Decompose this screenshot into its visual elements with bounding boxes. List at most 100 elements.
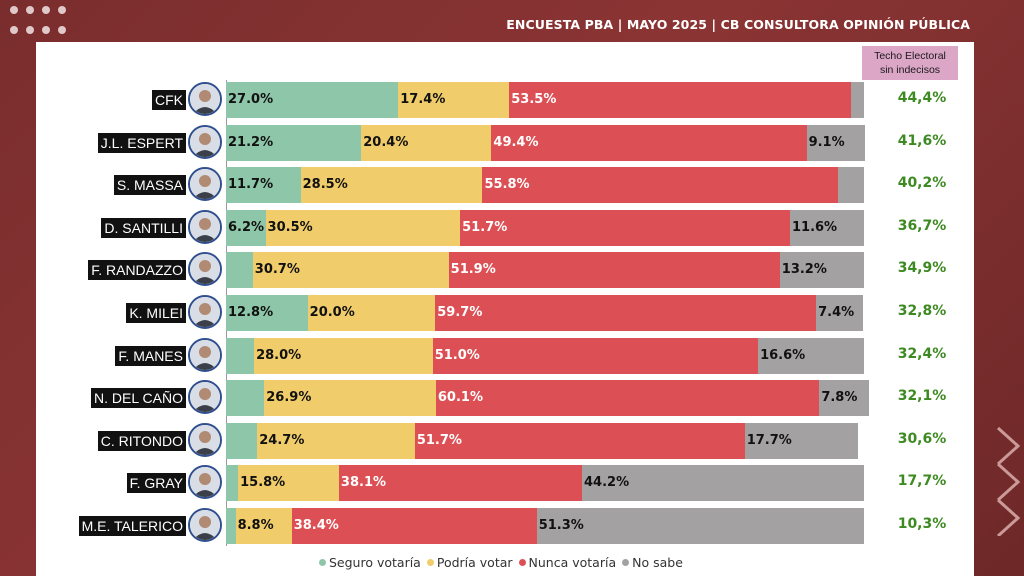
data-label: 55.8%	[484, 177, 530, 193]
legend-item: Seguro votaría	[319, 555, 421, 570]
bar-segment	[491, 124, 807, 161]
chart-row: N. DEL CAÑO 26.9% 60.1% 7.8% 32,1%	[36, 378, 974, 418]
data-label: 27.0%	[228, 92, 274, 107]
stacked-bar: 24.7% 51.7% 17.7%	[226, 422, 864, 459]
legend-dot-icon	[319, 559, 326, 566]
candidate-name-label: F. GRAY	[126, 473, 186, 494]
candidate-name-label: F. MANES	[115, 345, 186, 366]
chart-legend: Seguro votaría Podría votar Nunca votaría N…	[319, 555, 689, 570]
data-label: 59.7%	[437, 305, 483, 320]
data-label: 49.4%	[493, 134, 539, 150]
bar-segment	[226, 295, 308, 331]
stacked-bar: 15.8% 38.1% 44.2%	[226, 465, 864, 502]
candidate-name-label: J.L. ESPERT	[97, 132, 186, 153]
bar-segment	[758, 337, 864, 374]
stacked-bar: 12.8% 20.0% 59.7% 7.4%	[226, 295, 864, 331]
decorative-dots	[10, 6, 80, 40]
chart-row: J.L. ESPERT 21.2% 20.4% 49.4% 9.1% 41,6%	[36, 123, 974, 163]
data-label: 17.4%	[400, 92, 446, 107]
data-label: 15.8%	[240, 475, 286, 491]
legend-label: Seguro votaría	[329, 555, 421, 570]
bar-segment	[838, 167, 864, 204]
candidate-avatar	[188, 465, 222, 500]
data-label: 30.5%	[267, 219, 313, 235]
bar-segment	[819, 380, 870, 417]
candidate-name-label: D. SANTILLI	[101, 217, 186, 238]
bar-segment	[361, 124, 492, 161]
legend-dot-icon	[622, 559, 630, 566]
chart-row: F. GRAY 15.8% 38.1% 44.2% 17,7%	[36, 463, 974, 503]
data-label: 6.2%	[228, 219, 265, 235]
data-label: 12.8%	[228, 305, 274, 320]
bar-segment	[536, 508, 864, 544]
data-label: 51.0%	[434, 347, 480, 363]
bar-segment	[779, 252, 864, 289]
stacked-bar: 27.0% 17.4% 53.5%	[226, 82, 864, 118]
bar-segment	[252, 252, 449, 289]
bar-segment	[226, 422, 258, 459]
data-label: 17.7%	[746, 432, 792, 448]
bar-segment	[226, 82, 399, 118]
candidate-avatar	[188, 124, 222, 159]
data-label: 11.7%	[228, 177, 274, 193]
bar-segment	[338, 465, 582, 502]
bar-segment	[435, 295, 817, 331]
data-label: 8.8%	[237, 518, 274, 533]
candidate-name-label: S. MASSA	[113, 175, 186, 196]
data-label: 20.0%	[309, 305, 355, 320]
candidate-avatar	[188, 252, 222, 287]
bar-segment	[300, 167, 483, 204]
candidate-name-label: M.E. TALERICO	[78, 516, 186, 536]
bar-segment	[509, 82, 851, 118]
techo-header-line1: Techo Electoral	[874, 50, 946, 62]
legend-item: Podría votar	[426, 555, 513, 570]
techo-electoral-value: 17,7%	[897, 473, 947, 490]
candidate-name-label: N. DEL CAÑO	[91, 388, 186, 409]
stacked-bar: 28.0% 51.0% 16.6%	[226, 337, 864, 374]
bar-segment	[414, 422, 745, 459]
data-label: 51.7%	[416, 432, 462, 448]
chart-row: C. RITONDO 24.7% 51.7% 17.7% 30,6%	[36, 421, 974, 461]
chart-row: F. RANDAZZO 30.7% 51.9% 13.2% 34,9%	[36, 250, 974, 290]
data-label: 53.5%	[511, 92, 557, 107]
stacked-bar: 21.2% 20.4% 49.4% 9.1%	[226, 124, 865, 161]
data-label: 30.7%	[254, 262, 300, 278]
bar-segment	[226, 380, 265, 417]
bar-segment	[226, 337, 255, 374]
stacked-bar: 8.8% 38.4% 51.3%	[226, 508, 864, 544]
bar-segment	[307, 295, 436, 331]
bar-segment	[850, 82, 864, 118]
techo-electoral-value: 44,4%	[897, 90, 947, 106]
candidate-avatar	[188, 167, 222, 202]
data-label: 38.4%	[293, 518, 339, 533]
candidate-avatar	[188, 337, 222, 372]
bar-segment	[226, 508, 236, 544]
bar-segment	[460, 209, 790, 246]
chart-row: F. MANES 28.0% 51.0% 16.6% 32,4%	[36, 336, 974, 376]
chart-row: CFK 27.0% 17.4% 53.5% 44,4%	[36, 80, 974, 120]
techo-electoral-value: 32,1%	[897, 388, 947, 405]
data-label: 26.9%	[266, 390, 312, 406]
data-label: 28.5%	[302, 177, 348, 193]
candidate-avatar	[188, 380, 222, 415]
chart-row: S. MASSA 11.7% 28.5% 55.8% 40,2%	[36, 165, 974, 205]
bar-segment	[291, 508, 537, 544]
data-label: 24.7%	[259, 432, 305, 448]
legend-label: Podría votar	[436, 555, 513, 570]
candidate-name-label: F. RANDAZZO	[88, 260, 186, 281]
chart-row: K. MILEI 12.8% 20.0% 59.7% 7.4% 32,8%	[36, 293, 974, 333]
chart-row: D. SANTILLI 6.2% 30.5% 51.7% 11.6% 36,7%	[36, 208, 974, 248]
techo-electoral-value: 34,9%	[897, 260, 947, 277]
bar-segment	[264, 380, 436, 417]
data-label: 28.0%	[256, 347, 302, 363]
bar-segment	[816, 295, 864, 331]
data-label: 9.1%	[808, 134, 845, 150]
data-label: 7.8%	[821, 390, 858, 406]
techo-electoral-value: 40,2%	[897, 175, 947, 192]
bar-segment	[226, 252, 253, 289]
chevron-decoration-icon	[996, 426, 1021, 536]
bar-segment	[238, 465, 339, 502]
bar-segment	[582, 465, 864, 502]
data-label: 44.2%	[584, 475, 630, 491]
bar-segment	[398, 82, 510, 118]
